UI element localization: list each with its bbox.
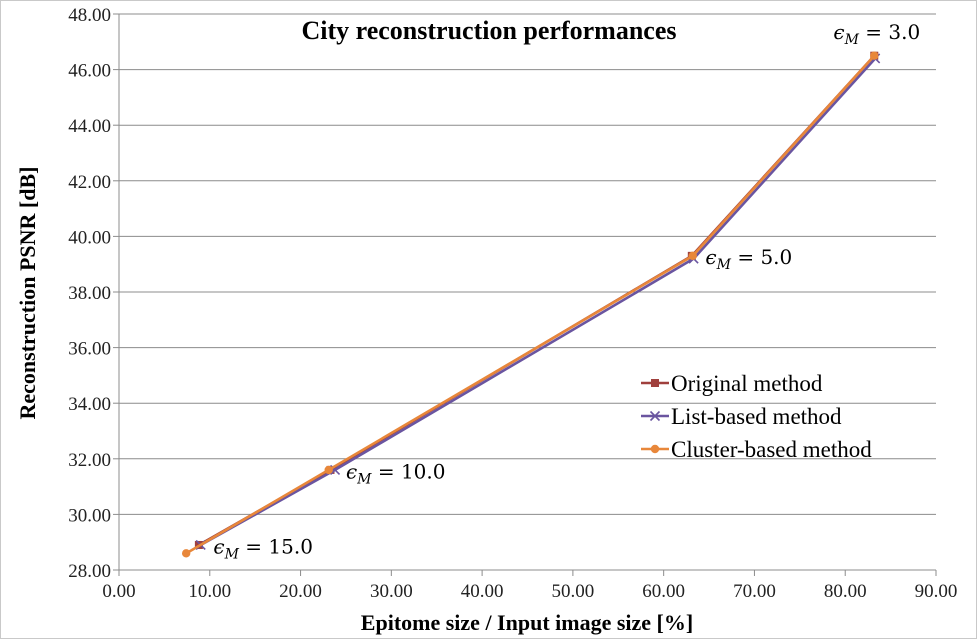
legend-label: List-based method <box>671 404 842 429</box>
y-tick-label: 40.00 <box>68 227 111 248</box>
series-line <box>185 54 876 555</box>
annotation-subscript: M <box>224 546 240 562</box>
y-tick-label: 36.00 <box>68 339 111 360</box>
annotation-symbol: ϵ <box>833 20 844 44</box>
annotation-symbol: ϵ <box>705 245 716 269</box>
x-tick-label: 80.00 <box>824 581 867 602</box>
legend-swatch-marker <box>651 379 659 387</box>
y-tick-label: 30.00 <box>68 505 111 526</box>
legend-label: Cluster-based method <box>671 437 872 462</box>
x-tick-label: 30.00 <box>370 581 413 602</box>
x-tick-labels: 0.00 10.00 20.00 30.00 40.00 50.00 60.00 70.00 8… <box>102 581 957 602</box>
legend-swatch-marker <box>650 444 660 454</box>
y-tick-label: 28.00 <box>68 561 111 582</box>
x-axis-title: Epitome size / Input image size [%] <box>361 610 693 635</box>
series-list-based-method <box>195 53 881 551</box>
x-tick-label: 50.00 <box>552 581 595 602</box>
y-tick-labels: 28.00 30.00 32.00 34.00 36.00 38.00 40.00 42.00… <box>68 5 111 582</box>
x-tick-label: 70.00 <box>733 581 776 602</box>
annotation-symbol: ϵ <box>213 534 224 558</box>
annotation-label: ϵM = 15.0 <box>213 534 313 562</box>
annotation-subscript: M <box>356 471 372 487</box>
y-tick-label: 34.00 <box>68 394 111 415</box>
data-point <box>688 251 697 261</box>
y-axis-title: Reconstruction PSNR [dB] <box>15 167 40 420</box>
series-cluster-based-method <box>181 51 879 558</box>
series-original-method <box>194 51 879 549</box>
legend-item: List-based method <box>641 404 842 429</box>
x-tick-label: 10.00 <box>188 581 231 602</box>
annotations: ϵM = 15.0ϵM = 10.0ϵM = 5.0ϵM = 3.0 <box>213 20 920 562</box>
y-tick-label: 44.00 <box>68 116 111 137</box>
annotation-label: ϵM = 10.0 <box>346 459 446 487</box>
y-tick-label: 32.00 <box>68 450 111 471</box>
x-tick-label: 0.00 <box>102 581 135 602</box>
data-point <box>181 549 191 558</box>
series-line <box>198 54 876 547</box>
annotation-value: = 3.0 <box>859 20 920 44</box>
annotation-label: ϵM = 3.0 <box>833 20 920 48</box>
grid-lines <box>113 13 937 576</box>
series-line <box>200 57 877 547</box>
data-point <box>870 51 879 60</box>
series-layer <box>181 51 881 558</box>
x-tick-label: 90.00 <box>915 581 958 602</box>
annotation-value: = 10.0 <box>371 459 445 483</box>
annotation-subscript: M <box>844 32 860 48</box>
y-tick-label: 48.00 <box>68 5 111 26</box>
legend-item: Original method <box>641 371 823 396</box>
annotation-symbol: ϵ <box>346 459 357 483</box>
annotation-label: ϵM = 5.0 <box>705 245 792 273</box>
y-tick-label: 46.00 <box>68 61 111 82</box>
legend-swatch-marker <box>649 410 661 422</box>
axes <box>118 14 936 571</box>
annotation-value: = 15.0 <box>239 534 313 558</box>
annotation-subscript: M <box>716 257 732 273</box>
legend-label: Original method <box>671 371 823 396</box>
legend: Original method List-based method Cluster-… <box>641 371 872 462</box>
x-tick-label: 40.00 <box>461 581 504 602</box>
x-tick-label: 20.00 <box>279 581 322 602</box>
y-tick-label: 38.00 <box>68 283 111 304</box>
legend-item: Cluster-based method <box>641 437 872 462</box>
chart-title: City reconstruction performances <box>302 16 677 45</box>
y-tick-label: 42.00 <box>68 172 111 193</box>
annotation-value: = 5.0 <box>731 245 792 269</box>
x-tick-label: 60.00 <box>642 581 685 602</box>
data-point <box>324 465 333 475</box>
